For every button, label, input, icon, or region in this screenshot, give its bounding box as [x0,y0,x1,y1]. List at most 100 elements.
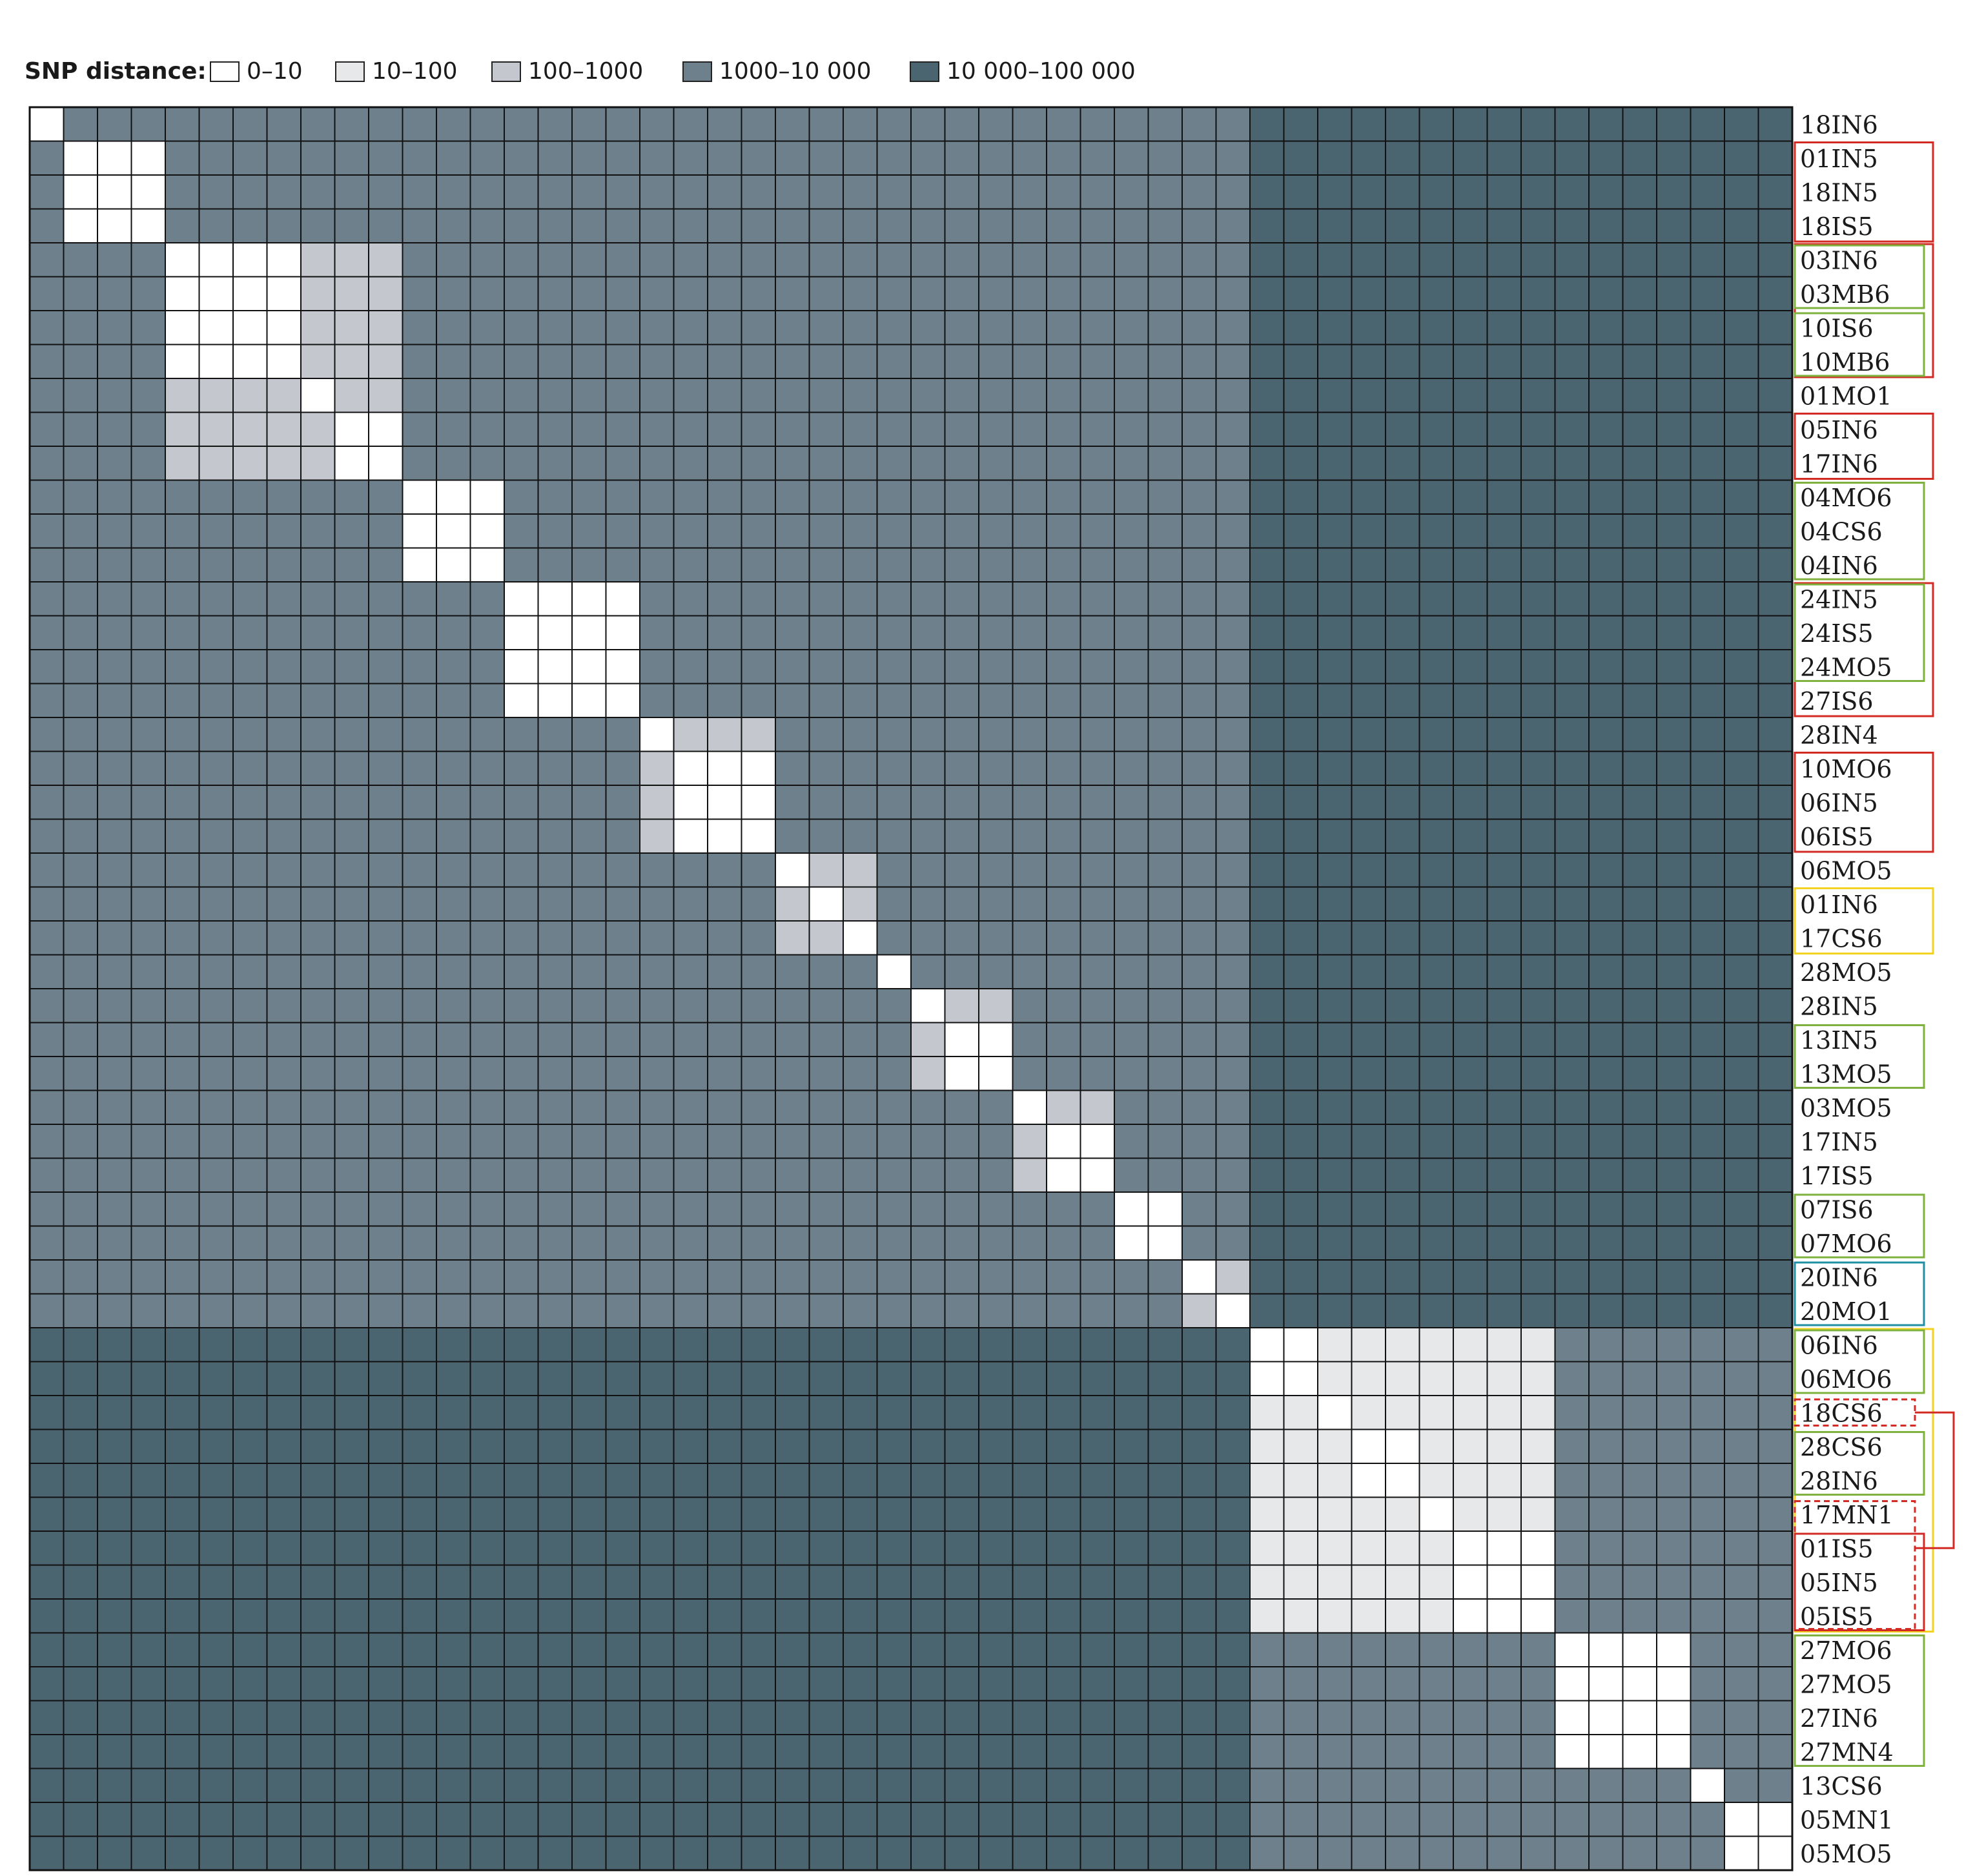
heatmap-cell [1453,1428,1488,1464]
heatmap-cell [63,1700,98,1735]
heatmap-cell [1724,1598,1759,1634]
heatmap-cell [1453,310,1488,345]
heatmap-cell [978,1089,1014,1125]
heatmap-cell [1385,717,1420,752]
heatmap-cell [1079,1361,1115,1396]
heatmap-cell [1249,310,1285,345]
heatmap-cell [198,479,234,515]
heatmap-cell [944,988,979,1024]
heatmap-cell [1114,1293,1149,1328]
heatmap-cell [402,276,437,311]
heatmap-cell [266,1734,302,1769]
heatmap-cell [1114,242,1149,278]
heatmap-cell [130,1191,166,1227]
heatmap-cell [1181,310,1217,345]
heatmap-cell [571,1259,607,1295]
heatmap-cell [63,378,98,413]
heatmap-cell [537,378,573,413]
heatmap-cell [300,1022,336,1057]
heatmap-cell [571,1157,607,1193]
heatmap-cell [1046,750,1081,786]
heatmap-cell [63,852,98,888]
heatmap-cell [1757,1531,1793,1566]
heatmap-cell [1317,1124,1353,1159]
heatmap-cell [368,1022,404,1057]
heatmap-cell [1656,276,1692,311]
heatmap-cell [469,1835,505,1871]
heatmap-cell [1046,954,1081,989]
heatmap-cell [978,1361,1014,1396]
heatmap-cell [300,1395,336,1430]
heatmap-cell [266,1361,302,1396]
heatmap-cell [537,649,573,685]
heatmap-cell [1486,310,1522,345]
heatmap-cell [266,1022,302,1057]
heatmap-cell [1046,1259,1081,1295]
heatmap-cell [1079,1531,1115,1566]
heatmap-cell [63,615,98,650]
heatmap-cell [741,1191,776,1227]
heatmap-cell [1724,1463,1759,1498]
heatmap-cell [1724,581,1759,617]
heatmap-cell [63,276,98,311]
heatmap-cell [97,513,132,549]
heatmap-cell [1486,479,1522,515]
heatmap-cell [673,1700,708,1735]
heatmap-cell [944,1598,979,1634]
heatmap-cell [876,344,912,379]
heatmap-cell [97,920,132,956]
heatmap-cell [1181,1496,1217,1532]
heatmap-cell [436,920,471,956]
heatmap-cell [707,276,742,311]
heatmap-cell [504,1564,539,1600]
heatmap-cell [300,513,336,549]
heatmap-cell [1215,717,1251,752]
heatmap-cell [300,615,336,650]
heatmap-cell [1114,411,1149,447]
heatmap-cell [300,547,336,582]
heatmap-cell [1757,1225,1793,1261]
heatmap-cell [1215,1768,1251,1803]
heatmap-cell [1283,1191,1318,1227]
heatmap-cell [1588,852,1624,888]
heatmap-cell [1554,1022,1590,1057]
heatmap-cell [1181,208,1217,243]
heatmap-cell [1351,1768,1386,1803]
heatmap-cell [29,1395,65,1430]
heatmap-cell [1351,1802,1386,1837]
heatmap-cell [402,107,437,142]
heatmap-cell [1724,1734,1759,1769]
heatmap-cell [605,107,640,142]
heatmap-cell [1418,1056,1454,1091]
heatmap-cell [1418,1428,1454,1464]
heatmap-cell [808,581,844,617]
heatmap-cell [1588,1802,1624,1837]
heatmap-cell [266,1632,302,1667]
heatmap-cell [775,785,810,820]
heatmap-cell [97,344,132,379]
heatmap-cell [97,852,132,888]
heatmap-cell [843,1463,878,1498]
heatmap-cell [978,1835,1014,1871]
heatmap-cell [707,140,742,176]
heatmap-cell [1283,717,1318,752]
heatmap-cell [402,886,437,922]
heatmap-cell [1520,1395,1556,1430]
heatmap-cell [1453,547,1488,582]
heatmap-cell [1351,446,1386,481]
heatmap-cell [469,1700,505,1735]
heatmap-cell [1046,1768,1081,1803]
heatmap-cell [1690,1089,1725,1125]
heatmap-cell [198,344,234,379]
heatmap-cell [1486,1022,1522,1057]
heatmap-cell [673,1768,708,1803]
heatmap-cell [232,920,268,956]
row-label: 03IN6 [1800,246,1878,274]
heatmap-cell [910,1361,946,1396]
heatmap-cell [402,1225,437,1261]
heatmap-cell [876,411,912,447]
heatmap-cell [1181,140,1217,176]
heatmap-cell [165,310,200,345]
heatmap-cell [673,1531,708,1566]
heatmap-cell [29,344,65,379]
